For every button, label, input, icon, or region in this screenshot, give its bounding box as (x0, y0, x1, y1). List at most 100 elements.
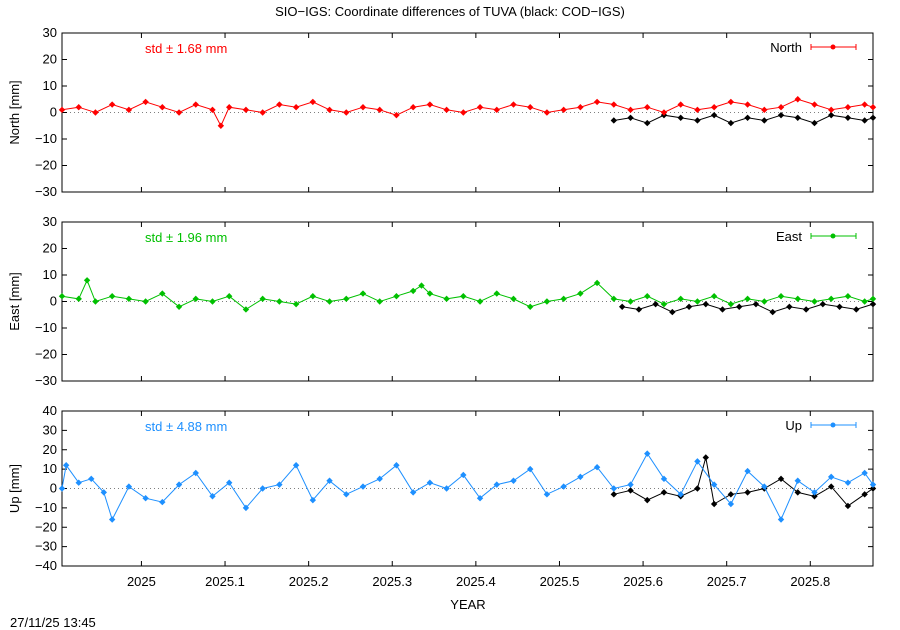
east-data-point (142, 298, 149, 305)
up-data-point (192, 469, 199, 477)
up-data-point (761, 483, 768, 490)
north-std-label: std ± 1.68 mm (145, 41, 227, 56)
north-data-point (727, 119, 735, 127)
north-ytick-label: 0 (50, 105, 57, 120)
east-data-point (819, 300, 827, 308)
east-y-axis-label: East [mm] (7, 272, 22, 331)
east-ytick-label: 0 (50, 294, 57, 309)
north-data-point (677, 114, 684, 121)
up-data-point (276, 481, 283, 488)
up-data-point (209, 493, 216, 500)
north-data-point (610, 117, 618, 124)
east-data-point (702, 300, 709, 308)
up-data-point (460, 471, 467, 479)
east-ytick-label: 10 (43, 267, 57, 282)
up-data-point (777, 475, 785, 483)
x-tick-label: 2025.1 (205, 574, 245, 589)
up-ytick-label: 40 (43, 403, 57, 418)
north-data-point (159, 104, 166, 111)
north-data-point (510, 101, 517, 108)
north-main-series (58, 96, 877, 129)
up-data-point (644, 450, 651, 457)
up-data-point (710, 481, 718, 488)
east-ytick-label: 30 (43, 214, 57, 229)
east-data-point (827, 295, 835, 303)
east-data-point (777, 293, 785, 300)
north-ytick-label: 30 (43, 25, 57, 40)
east-data-point (844, 293, 852, 300)
north-data-point (393, 111, 400, 119)
up-series-line (613, 457, 874, 507)
up-data-point (292, 462, 300, 469)
east-data-point (83, 277, 91, 284)
up-data-point (259, 485, 266, 492)
east-std-label: std ± 1.96 mm (145, 230, 227, 245)
east-series-line (61, 279, 874, 311)
up-ytick-label: −40 (35, 558, 57, 573)
north-data-point (794, 114, 801, 121)
up-data-point (827, 473, 835, 481)
east-ytick-label: −10 (35, 320, 57, 335)
north-data-point (610, 101, 618, 108)
north-y-axis-label: North [mm] (7, 80, 22, 144)
east-data-point (853, 306, 860, 313)
up-data-point (409, 489, 417, 496)
north-data-point (226, 104, 233, 111)
up-ytick-label: 0 (50, 481, 57, 496)
up-data-point (543, 491, 551, 498)
east-data-point (802, 306, 810, 313)
north-data-point (92, 109, 99, 116)
up-data-point (125, 483, 133, 490)
north-data-point (861, 101, 868, 108)
east-data-point (836, 303, 843, 310)
up-data-point (108, 516, 116, 523)
north-data-point (811, 101, 818, 108)
up-cod-series (610, 454, 877, 510)
east-data-point (58, 293, 66, 300)
east-data-point (393, 293, 400, 300)
x-axis-label: YEAR (450, 597, 485, 612)
north-data-point (844, 104, 852, 111)
north-cod-series (610, 111, 877, 127)
east-data-point (736, 303, 743, 310)
up-data-point (660, 489, 668, 496)
up-ytick-label: 30 (43, 422, 57, 437)
east-data-point (577, 290, 584, 297)
north-data-point (811, 119, 818, 127)
east-data-point (869, 300, 877, 308)
up-data-point (794, 489, 801, 496)
east-data-point (108, 293, 116, 300)
up-data-point (744, 467, 751, 475)
up-data-point (343, 491, 350, 498)
north-data-point (869, 104, 877, 111)
up-data-point (359, 483, 367, 490)
north-data-point (744, 114, 751, 121)
north-ytick-label: −20 (35, 158, 57, 173)
north-data-point (761, 117, 768, 124)
east-data-point (242, 306, 250, 313)
east-plot-frame (61, 221, 874, 382)
east-ytick-label: 20 (43, 241, 57, 256)
up-ytick-label: 10 (43, 461, 57, 476)
up-plot-frame (61, 410, 874, 567)
north-data-point (326, 106, 333, 114)
north-data-point (710, 104, 718, 111)
up-data-point (694, 485, 701, 492)
east-data-point (326, 298, 333, 305)
x-tick-label: 2025.3 (372, 574, 412, 589)
chart-title: SIO−IGS: Coordinate differences of TUVA … (275, 4, 625, 19)
east-data-point (727, 300, 735, 308)
up-data-point (861, 491, 868, 498)
up-data-point (627, 481, 634, 488)
up-ytick-label: 20 (43, 442, 57, 457)
east-data-point (685, 303, 693, 310)
east-data-point (460, 293, 467, 300)
north-data-point (376, 106, 383, 114)
up-data-point (560, 483, 567, 490)
up-main-series (58, 450, 877, 523)
north-ytick-label: 20 (43, 52, 57, 67)
up-data-point (309, 496, 317, 504)
up-data-point (326, 477, 333, 484)
east-data-point (418, 282, 425, 289)
up-data-point (493, 481, 500, 488)
